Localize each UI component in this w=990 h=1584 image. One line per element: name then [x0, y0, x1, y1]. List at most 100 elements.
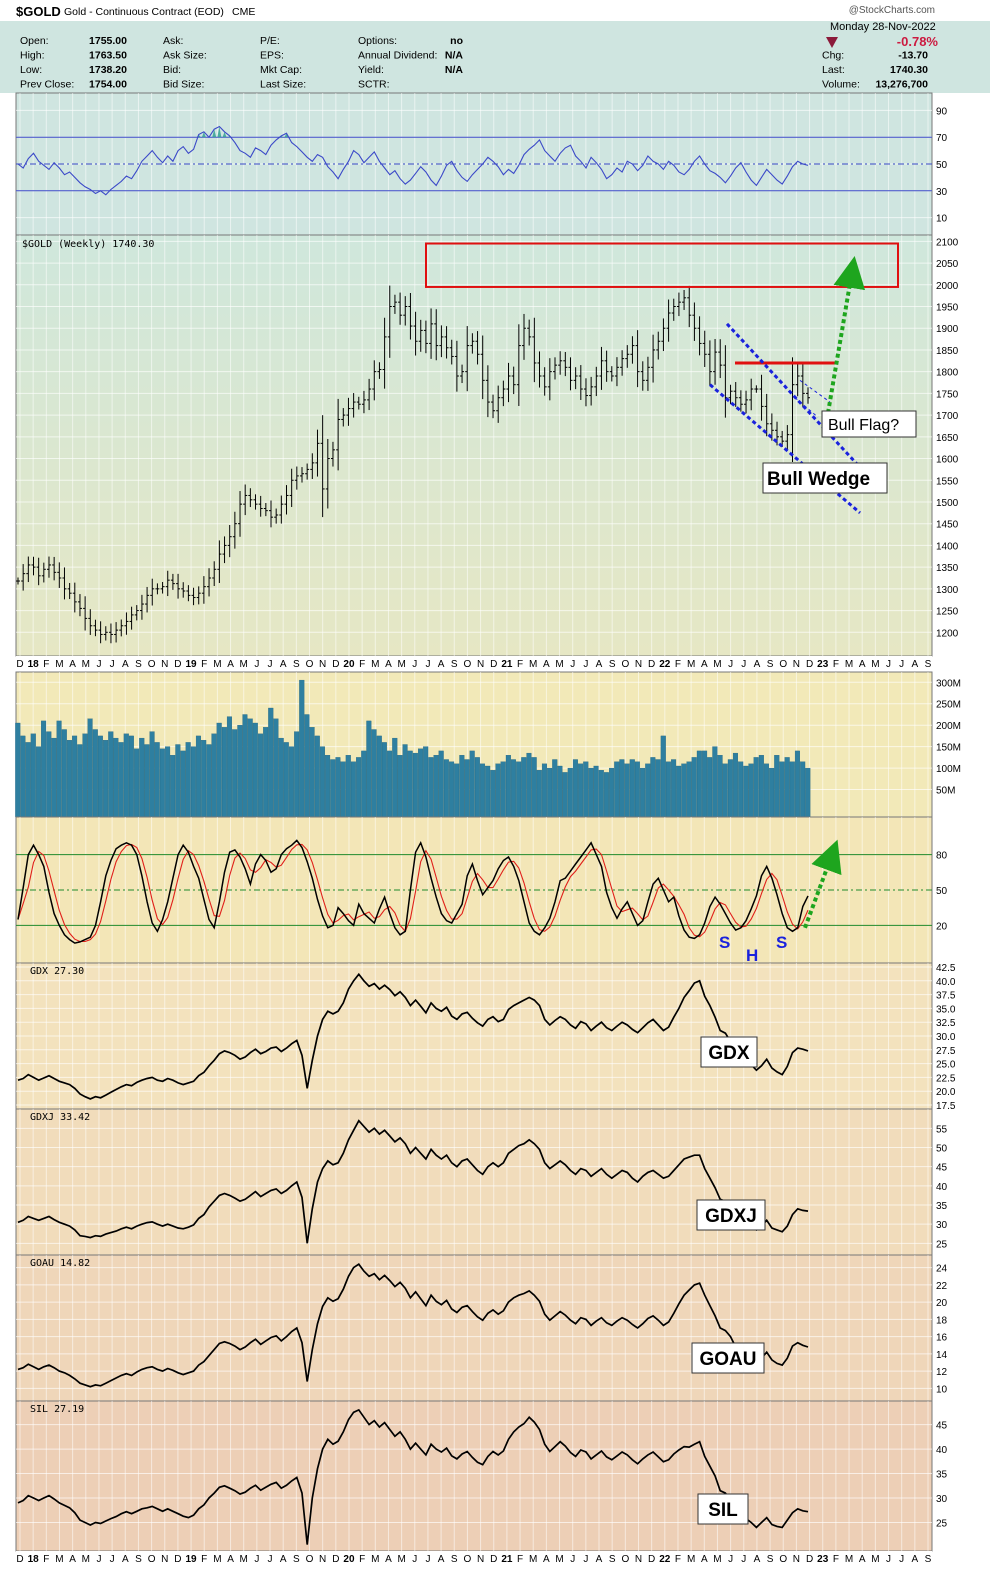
- volume-bar: [665, 761, 671, 818]
- gdx-panel-y-tick-label: 17.5: [936, 1101, 956, 1112]
- volume-bar: [201, 740, 207, 818]
- price-bar: [269, 500, 274, 528]
- header-field-value: 13,276,700: [875, 79, 928, 91]
- price-bar: [160, 581, 165, 594]
- goau-panel-title: GOAU 14.82: [30, 1258, 90, 1269]
- volume-bar: [144, 744, 150, 818]
- price-y-tick-label: 1700: [936, 411, 959, 422]
- volume-bar: [232, 729, 238, 818]
- price-bar: [72, 582, 77, 613]
- price-bar: [738, 390, 743, 412]
- price-bar: [511, 366, 516, 395]
- volume-bar: [655, 759, 661, 818]
- price-bar: [191, 587, 196, 606]
- x-axis-top-label: J: [741, 659, 746, 670]
- flag-lower-line: [794, 397, 819, 418]
- x-axis-top-label: A: [543, 659, 550, 670]
- x-axis-bottom-label: S: [609, 1554, 616, 1565]
- x-axis-bottom-label: 18: [28, 1554, 40, 1565]
- volume-bar: [77, 744, 83, 818]
- volume-bar: [541, 763, 547, 818]
- price-y-tick-label: 2000: [936, 281, 959, 292]
- volume-bar: [495, 763, 501, 818]
- x-axis-top-label: M: [213, 659, 221, 670]
- x-axis-bottom-label: M: [871, 1554, 879, 1565]
- goau-panel-line: [17, 1263, 809, 1388]
- volume-bar: [340, 761, 346, 818]
- price-bar: [356, 396, 361, 410]
- price-bar: [299, 467, 304, 483]
- goau-panel-y-tick-label: 10: [936, 1384, 948, 1395]
- x-axis-bottom-label: J: [570, 1554, 575, 1565]
- volume-bar: [722, 763, 728, 818]
- volume-bar: [784, 757, 790, 818]
- volume-y-tick-label: 300M: [936, 678, 961, 689]
- resistance-box: [425, 242, 899, 288]
- x-axis-bottom-label: J: [886, 1554, 891, 1565]
- header-field-label: Prev Close:: [20, 79, 74, 91]
- hs-left-shoulder: S: [719, 933, 730, 952]
- x-axis-top-label: M: [871, 659, 879, 670]
- gdxj-panel-y-tick-label: 30: [936, 1220, 948, 1231]
- price-bar: [320, 415, 325, 518]
- volume-bar: [154, 742, 160, 818]
- gdxj-panel-y-tick-label: 25: [936, 1239, 948, 1250]
- x-axis-top-label: M: [55, 659, 63, 670]
- price-bar: [67, 582, 72, 600]
- price-bar: [243, 484, 248, 516]
- hs-right-shoulder: S: [776, 933, 787, 952]
- volume-bar: [738, 761, 744, 818]
- price-bar: [609, 366, 614, 382]
- price-bar: [346, 397, 351, 426]
- volume-bar: [774, 755, 780, 818]
- price-bar: [516, 324, 521, 406]
- stochastic-y-tick-label: 80: [936, 851, 948, 862]
- header-field-label: Low:: [20, 64, 42, 76]
- price-bar: [83, 596, 88, 631]
- x-axis-bottom-label: A: [859, 1554, 866, 1565]
- gdx-panel-title: GDX 27.30: [30, 966, 84, 977]
- x-axis-top-label: D: [332, 659, 339, 670]
- price-y-tick-label: 1250: [936, 607, 959, 618]
- hs-head: H: [746, 946, 758, 965]
- price-bar: [666, 299, 671, 342]
- price-bar: [645, 356, 650, 391]
- header-field-label: EPS:: [260, 50, 284, 62]
- volume-bar: [547, 767, 553, 818]
- x-axis-top-label: O: [464, 659, 472, 670]
- volume-bar: [789, 761, 795, 818]
- volume-bar: [583, 761, 589, 818]
- volume-bar: [66, 740, 72, 818]
- volume-bar: [216, 722, 222, 818]
- rsi-line: [17, 125, 809, 196]
- x-axis-top-label: M: [397, 659, 405, 670]
- gdx-panel-annotation-text: GDX: [708, 1043, 750, 1064]
- x-axis-bottom-label: 23: [817, 1554, 829, 1565]
- header-field-value: 1738.20: [89, 64, 127, 76]
- sil-panel-y-tick-label: 30: [936, 1494, 948, 1505]
- volume-y-tick-label: 50M: [936, 786, 955, 797]
- x-axis-top-label: S: [293, 659, 300, 670]
- volume-bar: [371, 729, 377, 818]
- header-field-label: Chg:: [822, 50, 844, 62]
- price-bar: [547, 358, 552, 401]
- x-axis-bottom-label: A: [69, 1554, 76, 1565]
- volume-y-tick-label: 250M: [936, 700, 961, 711]
- volume-bar: [314, 735, 320, 818]
- price-bar: [418, 319, 423, 352]
- volume-bar: [195, 735, 201, 818]
- price-bar: [170, 573, 175, 590]
- volume-bar: [423, 746, 429, 818]
- volume-bar: [190, 746, 196, 818]
- x-axis-top-label: S: [609, 659, 616, 670]
- bull-wedge-text: Bull Wedge: [767, 469, 870, 490]
- goau-panel-y-tick-label: 18: [936, 1315, 948, 1326]
- x-axis-bottom-label: F: [359, 1554, 365, 1565]
- price-bar: [687, 285, 692, 328]
- volume-bar: [614, 761, 620, 818]
- price-bar: [671, 298, 676, 321]
- volume-bar: [469, 750, 475, 818]
- price-bar: [217, 540, 222, 583]
- x-axis-bottom-label: M: [397, 1554, 405, 1565]
- volume-bar: [640, 767, 646, 818]
